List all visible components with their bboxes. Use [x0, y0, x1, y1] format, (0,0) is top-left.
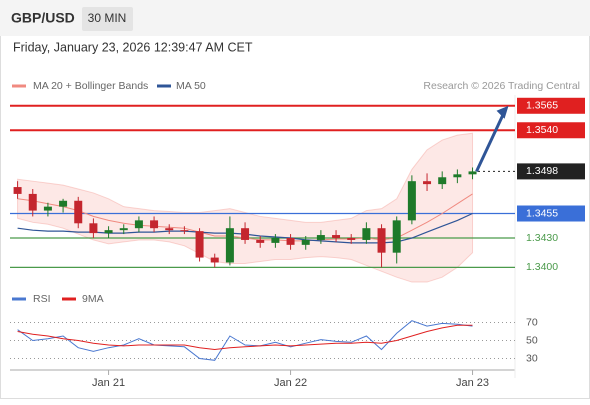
candle-body [407, 181, 416, 221]
y-tick-label: 30 [526, 352, 538, 364]
candle-body [468, 171, 477, 175]
y-tick-label: 50 [526, 334, 538, 346]
candle-body [43, 206, 52, 211]
candle-body [134, 220, 143, 229]
candle-body [377, 228, 386, 253]
candle-body [301, 239, 310, 245]
candle-body [89, 223, 98, 234]
candle-body [104, 230, 113, 234]
candle-body [195, 231, 204, 258]
rsi-line [17, 320, 473, 361]
candle-body [165, 228, 174, 231]
symbol: GBP/USD [11, 10, 75, 26]
candle-body [286, 237, 295, 245]
candle-body [74, 200, 83, 224]
candle-body [453, 174, 462, 178]
legend-label: RSI [33, 293, 51, 305]
legend-label: MA 20 + Bollinger Bands [33, 80, 148, 92]
level-label: 1.3540 [526, 124, 558, 136]
candle-body [28, 193, 37, 211]
datetime: Friday, January 23, 2026 12:39:47 AM CET [13, 40, 253, 54]
timeframe-box [82, 7, 133, 31]
level-box [517, 205, 585, 222]
candle-body [316, 235, 325, 240]
bollinger-band [17, 132, 474, 283]
candle-body [332, 235, 341, 238]
credit: Research © 2026 Trading Central [423, 80, 580, 92]
candle-body [256, 239, 265, 243]
level-label: 1.3430 [526, 232, 558, 244]
candle-body [241, 228, 250, 240]
candle-body [225, 228, 234, 263]
candle-body [119, 228, 128, 231]
x-tick-label: Jan 21 [92, 377, 125, 389]
y-tick-label: 70 [526, 316, 538, 328]
level-box [517, 122, 585, 139]
candle-body [347, 237, 356, 240]
candle-body [392, 220, 401, 253]
candle-body [423, 181, 432, 185]
level-label: 1.3400 [526, 261, 558, 273]
level-box [517, 97, 585, 114]
level-box [517, 163, 585, 180]
candle-body [271, 237, 280, 243]
candle-body [180, 230, 189, 232]
legend-label: 9MA [82, 293, 104, 305]
candle-body [59, 200, 68, 207]
candle-body [438, 177, 447, 185]
timeframe: 30 MIN [88, 11, 127, 25]
rsi-line [17, 324, 473, 351]
candle-body [150, 220, 159, 229]
candle-body [210, 257, 219, 263]
forecast-arrowhead [496, 105, 509, 119]
candle-body [13, 187, 22, 194]
x-tick-label: Jan 23 [456, 377, 489, 389]
legend-label: MA 50 [176, 80, 206, 92]
forecast-arrow [475, 115, 504, 173]
candle-body [362, 228, 371, 240]
level-label: 1.3565 [526, 100, 558, 112]
level-label: 1.3498 [526, 165, 558, 177]
x-tick-label: Jan 22 [274, 377, 307, 389]
level-label: 1.3455 [526, 207, 558, 219]
